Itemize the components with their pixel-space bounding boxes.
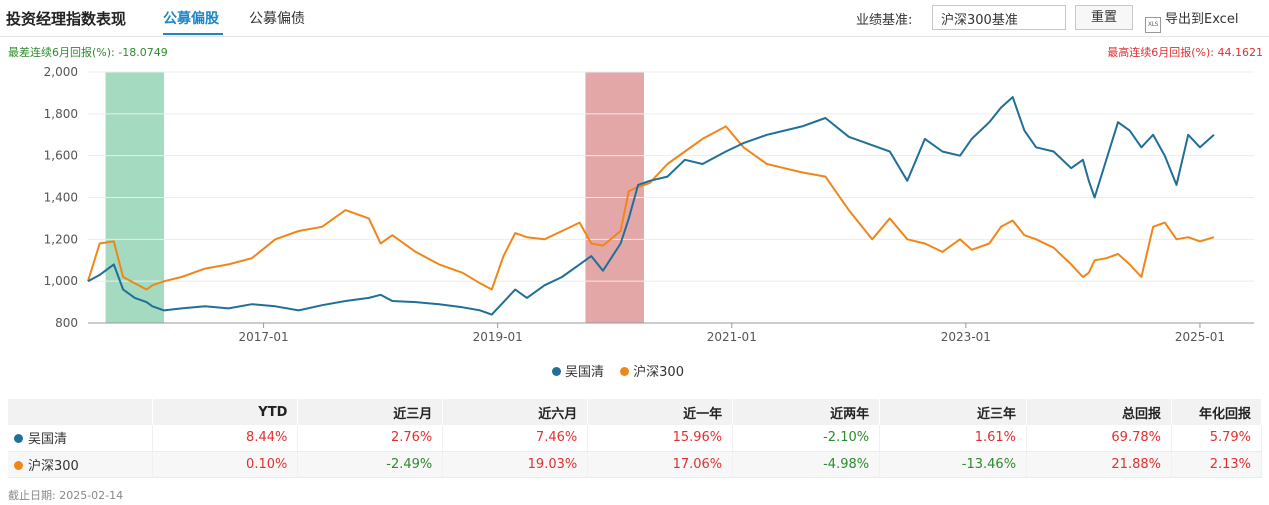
column-header: 近三月: [297, 399, 444, 425]
active-tab-underline: [163, 33, 223, 35]
excel-file-icon: XLS: [1145, 17, 1161, 33]
chart-legend: 吴国清 沪深300: [552, 361, 696, 380]
legend-dot-icon: [552, 367, 561, 376]
series-dot-icon: [14, 434, 23, 444]
export-excel-button[interactable]: XLS 导出到Excel: [1145, 8, 1238, 33]
value-cell: 2.13%: [1171, 451, 1263, 478]
cutoff-date: 截止日期: 2025-02-14: [8, 489, 124, 502]
column-header: 总回报: [1026, 399, 1172, 425]
legend-item-manager[interactable]: 吴国清: [552, 361, 604, 380]
tab-equity-funds[interactable]: 公募偏股: [163, 11, 219, 27]
y-tick-label: 1,800: [44, 107, 78, 121]
column-header: YTD: [152, 399, 299, 425]
column-header: 近一年: [587, 399, 734, 425]
performance-line-chart: 800 1,000 1,200 1,400 1,600 1,800 2,000 2017-01…: [44, 65, 1254, 344]
x-tick-label: 2021-01: [707, 330, 757, 344]
table-header-row: YTD 近三月 近六月 近一年 近两年 近三年 总回报 年化回报: [8, 399, 1263, 425]
row-name: 沪深300: [28, 458, 79, 474]
column-header: 近两年: [732, 399, 881, 425]
value-cell: -4.98%: [732, 451, 881, 478]
x-tick-label: 2019-01: [473, 330, 523, 344]
legend-dot-icon: [620, 367, 630, 376]
benchmark-label: 业绩基准:: [856, 13, 913, 28]
performance-table: YTD 近三月 近六月 近一年 近两年 近三年 总回报 年化回报 吴国清 8.4…: [8, 399, 1263, 478]
export-label: 导出到Excel: [1165, 12, 1239, 27]
row-name-cell: 吴国清: [8, 425, 154, 452]
series-dot-icon: [14, 460, 23, 470]
y-tick-label: 2,000: [44, 65, 78, 79]
column-header: 近三年: [879, 399, 1028, 425]
value-cell: 69.78%: [1026, 425, 1172, 452]
legend-label: 吴国清: [565, 365, 605, 380]
x-tick-label: 2025-01: [1175, 330, 1225, 344]
value-cell: -2.10%: [732, 425, 881, 452]
row-name: 吴国清: [28, 432, 68, 448]
table-row: 沪深300 0.10% -2.49% 19.03% 17.06% -4.98% …: [8, 451, 1263, 478]
reset-button[interactable]: 重置: [1075, 5, 1133, 30]
y-tick-label: 800: [55, 316, 78, 330]
y-tick-label: 1,600: [44, 149, 78, 163]
value-cell: 17.06%: [587, 451, 734, 478]
value-cell: 1.61%: [879, 425, 1028, 452]
y-tick-label: 1,000: [44, 274, 78, 288]
y-tick-label: 1,400: [44, 191, 78, 205]
column-header: 年化回报: [1171, 399, 1263, 425]
value-cell: 2.76%: [297, 425, 444, 452]
legend-item-benchmark[interactable]: 沪深300: [620, 361, 684, 380]
legend-label: 沪深300: [633, 365, 684, 380]
value-cell: 7.46%: [442, 425, 589, 452]
column-header: 近六月: [442, 399, 589, 425]
series-line-manager: [87, 96, 1215, 316]
value-cell: 8.44%: [152, 425, 299, 452]
table-row: 吴国清 8.44% 2.76% 7.46% 15.96% -2.10% 1.61…: [8, 425, 1263, 452]
best-6m-return: 最高连续6月回报(%): 44.1621: [1107, 46, 1263, 59]
value-cell: 15.96%: [587, 425, 734, 452]
value-cell: 5.79%: [1171, 425, 1263, 452]
value-cell: 0.10%: [152, 451, 299, 478]
benchmark-select[interactable]: 沪深300基准: [932, 5, 1066, 30]
x-tick-label: 2023-01: [941, 330, 991, 344]
page-title: 投资经理指数表现: [6, 10, 127, 28]
worst-6m-return: 最差连续6月回报(%): -18.0749: [8, 46, 168, 59]
value-cell: -2.49%: [297, 451, 444, 478]
series-line-benchmark: [87, 125, 1215, 291]
value-cell: 21.88%: [1026, 451, 1172, 478]
column-header: [8, 399, 154, 425]
tab-bond-funds[interactable]: 公募偏债: [249, 11, 305, 27]
row-name-cell: 沪深300: [8, 451, 154, 478]
x-tick-label: 2017-01: [239, 330, 289, 344]
top-bar: 投资经理指数表现 公募偏股 公募偏债 业绩基准: 沪深300基准 重置 XLS 导…: [0, 0, 1269, 37]
value-cell: -13.46%: [879, 451, 1028, 478]
y-tick-label: 1,200: [44, 232, 78, 246]
value-cell: 19.03%: [442, 451, 589, 478]
